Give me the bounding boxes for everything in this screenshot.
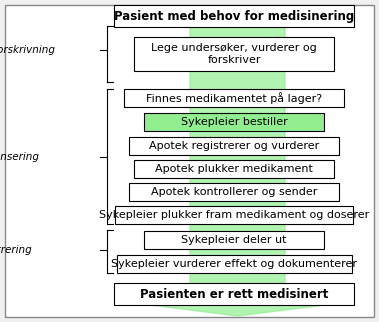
- Text: Pasienten er rett medisinert: Pasienten er rett medisinert: [140, 288, 328, 300]
- Text: Apotek plukker medikament: Apotek plukker medikament: [155, 164, 313, 174]
- Text: Finnes medikamentet på lager?: Finnes medikamentet på lager?: [146, 92, 322, 104]
- Bar: [134, 37, 334, 71]
- Text: Administrering: Administrering: [0, 245, 32, 255]
- Bar: [115, 206, 353, 224]
- Text: Sykepleier vurderer effekt og dokumenterer: Sykepleier vurderer effekt og dokumenter…: [111, 259, 357, 269]
- Text: Forskrivning: Forskrivning: [0, 45, 56, 55]
- Bar: [129, 183, 339, 201]
- Text: Pasient med behov for medisinering: Pasient med behov for medisinering: [114, 10, 354, 23]
- Bar: [124, 89, 344, 107]
- Bar: [129, 137, 339, 155]
- Bar: [144, 113, 324, 131]
- Bar: [144, 231, 324, 249]
- Bar: [114, 283, 354, 305]
- Text: Apotek kontrollerer og sender: Apotek kontrollerer og sender: [151, 187, 317, 197]
- Text: Lege undersøker, vurderer og
forskriver: Lege undersøker, vurderer og forskriver: [151, 43, 317, 65]
- Bar: [114, 5, 354, 27]
- Bar: [134, 160, 334, 178]
- Bar: [116, 255, 351, 273]
- Text: Sykepleier bestiller: Sykepleier bestiller: [181, 117, 287, 127]
- Polygon shape: [143, 7, 332, 316]
- Text: Dispensering: Dispensering: [0, 152, 40, 162]
- Text: Sykepleier plukker fram medikament og doserer: Sykepleier plukker fram medikament og do…: [99, 210, 369, 220]
- Text: Sykepleier deler ut: Sykepleier deler ut: [181, 235, 287, 245]
- Text: Apotek registrerer og vurderer: Apotek registrerer og vurderer: [149, 141, 319, 151]
